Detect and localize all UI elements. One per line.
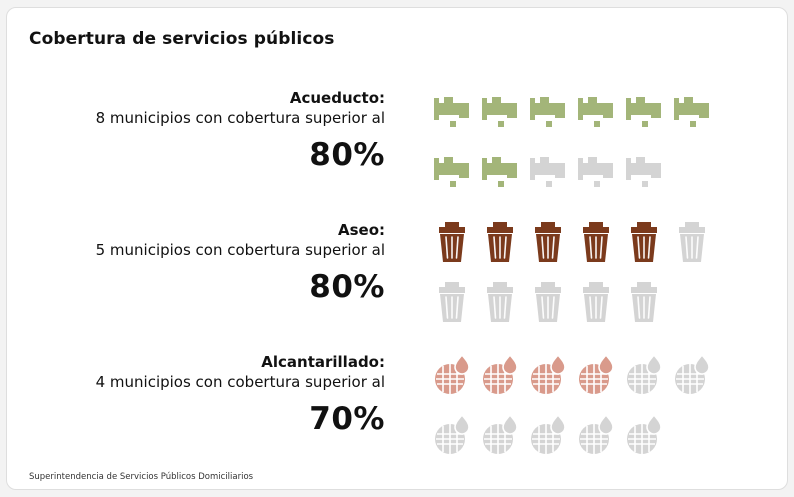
row-alcantarillado: Alcantarillado: 4 municipios con cobertu… — [7, 352, 787, 462]
icon-grid — [432, 352, 752, 462]
trash-can-icon-empty — [624, 280, 664, 324]
row-acueducto: Acueducto: 8 municipios con cobertura su… — [7, 88, 787, 198]
trash-can-icon-empty — [528, 280, 568, 324]
faucet-icon-filled — [432, 88, 472, 132]
faucet-icon-empty — [528, 148, 568, 192]
faucet-icon-filled — [528, 88, 568, 132]
row-percent: 80% — [309, 137, 385, 173]
trash-can-icon-empty — [576, 280, 616, 324]
row-label: Acueducto: 8 municipios con cobertura su… — [96, 88, 385, 173]
trash-can-icon-filled — [480, 220, 520, 264]
sewer-drop-icon-empty — [528, 412, 568, 456]
faucet-icon-filled — [672, 88, 712, 132]
faucet-icon-filled — [576, 88, 616, 132]
trash-can-icon-filled — [528, 220, 568, 264]
sewer-drop-icon-filled — [528, 352, 568, 396]
row-name: Aseo: — [337, 221, 385, 239]
row-aseo: Aseo: 5 municipios con cobertura superio… — [7, 220, 787, 330]
sewer-drop-icon-empty — [432, 412, 472, 456]
row-percent: 70% — [309, 401, 385, 437]
chart-card: Cobertura de servicios públicos Acueduct… — [6, 7, 788, 490]
faucet-icon-empty — [576, 148, 616, 192]
row-name: Acueducto: — [289, 89, 385, 107]
row-name: Alcantarillado: — [261, 353, 385, 371]
icon-grid — [432, 220, 752, 330]
row-description: 8 municipios con cobertura superior al — [95, 109, 385, 127]
faucet-icon-filled — [624, 88, 664, 132]
faucet-icon-filled — [432, 148, 472, 192]
trash-can-icon-filled — [624, 220, 664, 264]
trash-can-icon-empty — [672, 220, 712, 264]
row-label: Alcantarillado: 4 municipios con cobertu… — [96, 352, 385, 437]
source-credit: Superintendencia de Servicios Públicos D… — [29, 472, 254, 482]
sewer-drop-icon-filled — [432, 352, 472, 396]
chart-title: Cobertura de servicios públicos — [29, 29, 335, 49]
row-label: Aseo: 5 municipios con cobertura superio… — [96, 220, 385, 305]
faucet-icon-filled — [480, 88, 520, 132]
row-description: 5 municipios con cobertura superior al — [95, 241, 385, 259]
sewer-drop-icon-empty — [672, 352, 712, 396]
icon-grid — [432, 88, 752, 198]
row-percent: 80% — [309, 269, 385, 305]
sewer-drop-icon-empty — [624, 412, 664, 456]
sewer-drop-icon-empty — [576, 412, 616, 456]
sewer-drop-icon-filled — [480, 352, 520, 396]
faucet-icon-empty — [624, 148, 664, 192]
trash-can-icon-filled — [432, 220, 472, 264]
trash-can-icon-empty — [480, 280, 520, 324]
sewer-drop-icon-empty — [480, 412, 520, 456]
sewer-drop-icon-filled — [576, 352, 616, 396]
row-description: 4 municipios con cobertura superior al — [95, 373, 385, 391]
trash-can-icon-filled — [576, 220, 616, 264]
faucet-icon-filled — [480, 148, 520, 192]
sewer-drop-icon-empty — [624, 352, 664, 396]
trash-can-icon-empty — [432, 280, 472, 324]
